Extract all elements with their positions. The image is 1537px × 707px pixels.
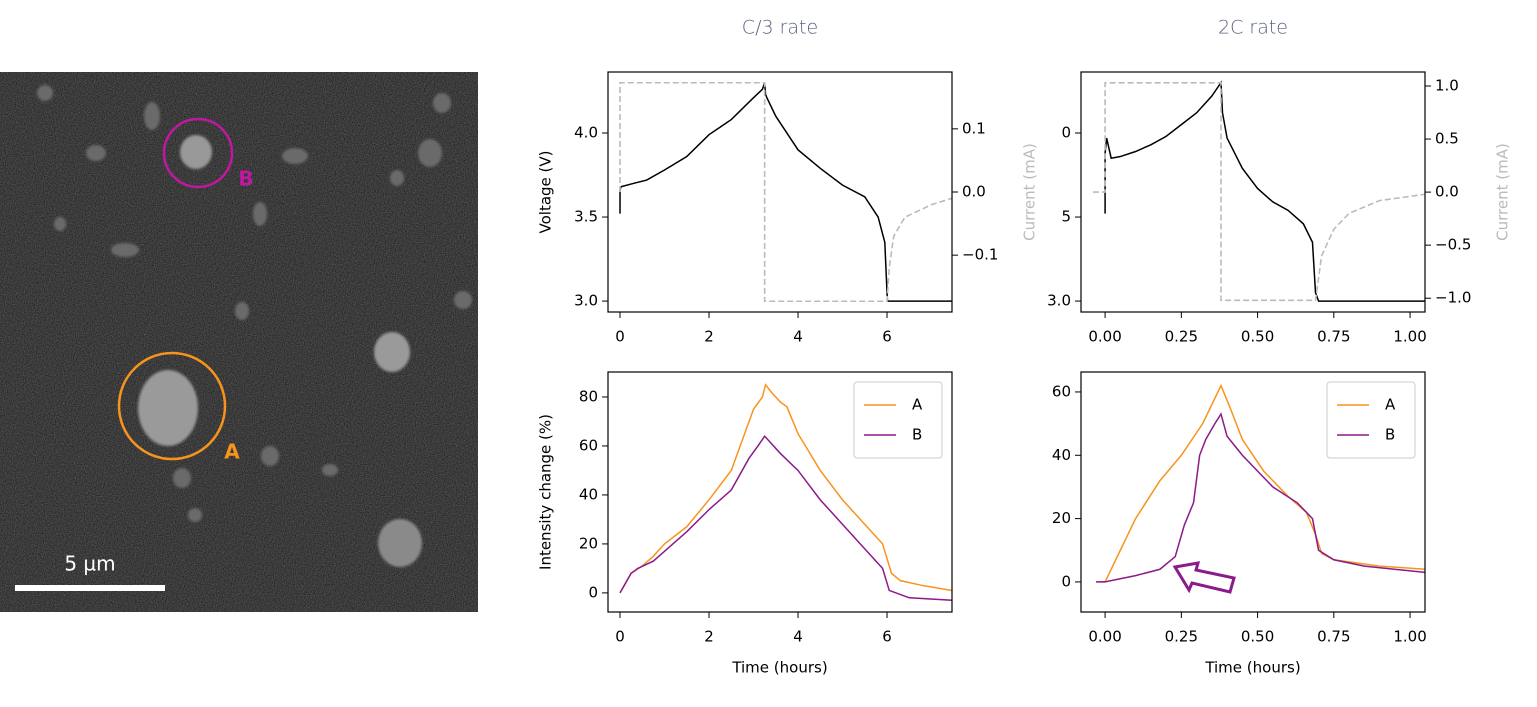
y2-tick-label: 0.1: [962, 119, 986, 137]
y-tick-label: 60: [1052, 382, 1071, 400]
y-tick-label: 0: [588, 583, 598, 601]
x-tick-label: 0: [615, 328, 625, 346]
scale-bar: [15, 585, 165, 591]
y2-tick-label: 0.0: [962, 183, 986, 201]
chart: C/3 rate 0 2 4 6 3.0 3.5 4.0 −0.1 0.0 0.1 Voltage (…: [537, 17, 1039, 346]
x-tick-label: 0: [615, 628, 625, 646]
annotation-arrow: [1172, 561, 1236, 594]
legend-label: B: [912, 426, 922, 444]
x-tick-label: 0.50: [1241, 328, 1274, 346]
x-tick-label: 6: [882, 628, 892, 646]
x-tick-label: 4: [793, 628, 803, 646]
y2-tick-label: −1.0: [1435, 289, 1471, 307]
plot-frame: [1080, 371, 1426, 613]
current-line: [1092, 82, 1425, 302]
y-tick-label: 0: [1061, 124, 1071, 142]
x-tick-label: 0.25: [1165, 328, 1198, 346]
y-tick-label: 40: [579, 485, 598, 503]
legend: AB: [853, 381, 943, 459]
data-line: [619, 383, 952, 594]
y2-axis-label: Current (mA): [1494, 143, 1512, 241]
x-axis-label: Time (hours): [731, 659, 827, 677]
y-tick-label: 3.0: [1047, 292, 1071, 310]
x-tick-label: 0.00: [1088, 328, 1121, 346]
y2-axis-label: Current (mA): [1021, 143, 1039, 241]
y-tick-label: 20: [579, 534, 598, 552]
column-title: C/3 rate: [742, 17, 818, 39]
data-line: [1098, 383, 1425, 583]
chart: 2C rate 0.00 0.25 0.50 0.75 1.00 3.0 5 0 −1.0 −0.5…: [1047, 17, 1511, 346]
y2-tick-label: −0.1: [962, 246, 998, 264]
data-line: [1095, 412, 1425, 583]
x-tick-label: 0.75: [1317, 628, 1350, 646]
y2-tick-label: 0.0: [1435, 183, 1459, 201]
y2-tick-label: −0.5: [1435, 236, 1471, 254]
chart: 0.00 0.25 0.50 0.75 1.00 0 20 40 60 Time (hours) A…: [1052, 371, 1427, 677]
y-tick-label: 3.0: [574, 292, 598, 310]
y-tick-label: 3.5: [574, 208, 598, 226]
x-tick-label: 1.00: [1393, 628, 1426, 646]
y-tick-label: 0: [1061, 572, 1071, 590]
legend-box: [853, 381, 943, 459]
region-label: B: [238, 167, 253, 191]
y-tick-label: 5: [1061, 208, 1071, 226]
region-circle-a: [117, 351, 227, 461]
plot-frame: [1080, 71, 1426, 313]
x-tick-label: 6: [882, 328, 892, 346]
plot-frame: [607, 71, 953, 313]
x-tick-label: 2: [704, 328, 714, 346]
legend-label: A: [912, 396, 923, 414]
y-tick-label: 60: [579, 436, 598, 454]
x-tick-label: 0.50: [1241, 628, 1274, 646]
region-circle-b: [162, 117, 234, 189]
x-tick-label: 1.00: [1393, 328, 1426, 346]
plot-frame: [607, 371, 953, 613]
legend-label: A: [1385, 396, 1396, 414]
x-tick-label: 0.75: [1317, 328, 1350, 346]
x-tick-label: 0.00: [1088, 628, 1121, 646]
x-tick-label: 2: [704, 628, 714, 646]
x-tick-label: 0.25: [1165, 628, 1198, 646]
legend: AB: [1326, 381, 1416, 459]
column-title: 2C rate: [1218, 17, 1288, 39]
micrograph: B A 5 µm: [0, 72, 478, 612]
y-tick-label: 20: [1052, 509, 1071, 527]
region-label: A: [224, 440, 240, 464]
scale-bar-label: 5 µm: [64, 552, 115, 576]
legend-label: B: [1385, 426, 1395, 444]
y2-tick-label: 0.5: [1435, 130, 1459, 148]
current-line: [619, 81, 952, 303]
data-line: [619, 434, 952, 601]
y2-tick-label: 1.0: [1435, 77, 1459, 95]
y-tick-label: 80: [579, 387, 598, 405]
legend-box: [1326, 381, 1416, 459]
data-line: [1104, 80, 1425, 302]
y-axis-label: Voltage (V): [537, 151, 555, 234]
data-line: [619, 82, 952, 302]
x-tick-label: 4: [793, 328, 803, 346]
y-tick-label: 40: [1052, 446, 1071, 464]
particles: [37, 85, 472, 567]
y-axis-label: Intensity change (%): [537, 414, 555, 570]
x-axis-label: Time (hours): [1204, 659, 1300, 677]
y-tick-label: 4.0: [574, 124, 598, 142]
